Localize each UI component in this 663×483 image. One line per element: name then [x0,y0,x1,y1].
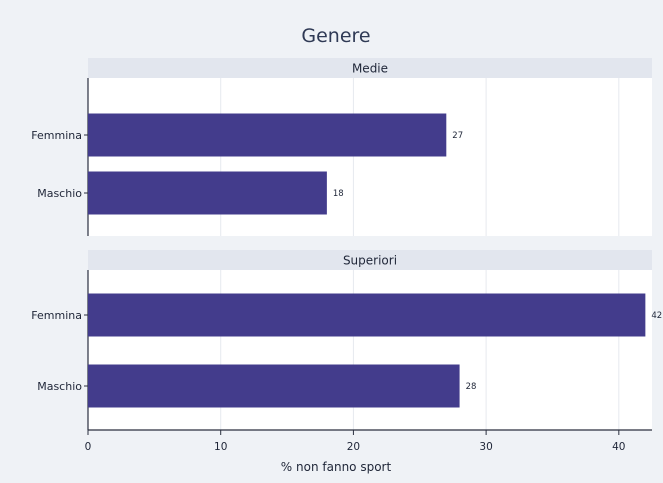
facet-strip-superiori [88,250,652,270]
facet-strip-label-superiori: Superiori [343,254,397,268]
bar-medie-maschio [88,171,327,215]
data-label-superiori-maschio: 28 [466,382,477,392]
bar-superiori-femmina [88,293,646,337]
bar-superiori-maschio [88,364,460,408]
x-tick-label-30: 30 [479,441,492,453]
panel-superiori: Superiori Femmina 42 Maschio 28 [31,250,662,430]
data-label-medie-femmina: 27 [452,131,463,141]
x-tick-label-10: 10 [214,441,227,453]
category-label-superiori-femmina: Femmina [31,309,82,322]
chart-title: Genere [301,25,370,47]
facet-strip-label-medie: Medie [352,62,388,76]
panel-medie: Medie Femmina 27 Maschio 18 [31,58,652,236]
category-label-superiori-maschio: Maschio [37,380,82,393]
category-label-medie-femmina: Femmina [31,129,82,142]
x-tick-label-20: 20 [347,441,360,453]
category-label-medie-maschio: Maschio [37,187,82,200]
x-axis-title: % non fanno sport [281,460,392,474]
data-label-superiori-femmina: 42 [651,311,662,321]
bar-medie-femmina [88,113,447,157]
x-tick-label-40: 40 [612,441,625,453]
x-tick-label-0: 0 [85,441,92,453]
data-label-medie-maschio: 18 [333,189,344,199]
facet-strip-medie [88,58,652,78]
